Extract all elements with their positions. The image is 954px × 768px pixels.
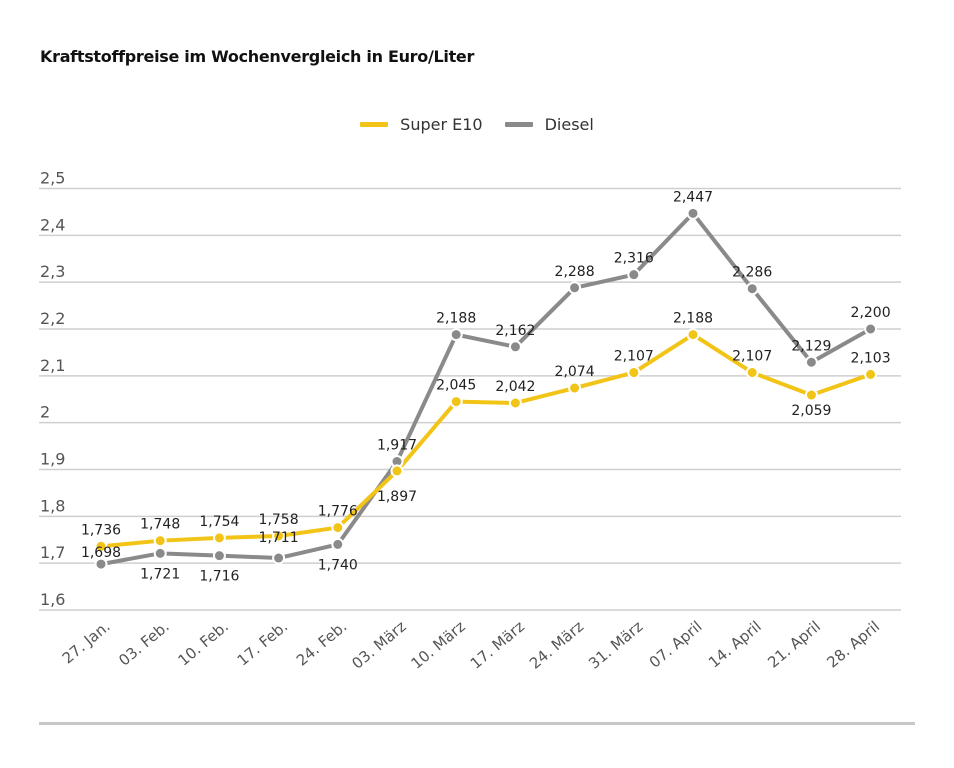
- x-tick-label: 10. März: [408, 617, 469, 673]
- x-tick-label: 24. Feb.: [293, 617, 350, 669]
- y-tick-label: 2,3: [40, 262, 65, 281]
- data-point-super-e10: [508, 396, 522, 410]
- data-label-super-e10: 2,107: [732, 349, 772, 365]
- data-label-super-e10: 2,103: [851, 350, 891, 366]
- legend: Super E10 Diesel: [0, 115, 954, 134]
- data-point-super-e10: [272, 529, 286, 543]
- x-tick-label: 03. Feb.: [115, 617, 172, 669]
- data-point-super-e10: [627, 366, 641, 380]
- y-tick-label: 1,9: [40, 450, 65, 469]
- series-line-super-e10: [99, 332, 873, 549]
- x-tick-label: 14. April: [705, 617, 765, 671]
- data-point-diesel: [508, 340, 522, 354]
- y-tick-label: 1,7: [40, 543, 65, 562]
- bottom-divider: [39, 722, 915, 725]
- legend-swatch-super-e10: [360, 122, 389, 127]
- data-point-diesel: [449, 328, 463, 342]
- data-label-diesel: 1,698: [81, 545, 121, 561]
- data-label-diesel: 2,286: [732, 265, 772, 281]
- y-tick-label: 1,6: [40, 590, 65, 609]
- x-tick-label: 17. Feb.: [234, 617, 291, 669]
- data-point-super-e10: [804, 388, 818, 402]
- legend-label-super-e10: Super E10: [400, 115, 483, 134]
- data-label-diesel: 1,917: [377, 438, 417, 454]
- data-point-super-e10: [864, 367, 878, 381]
- data-point-super-e10: [212, 531, 226, 545]
- x-tick-label: 31. März: [585, 617, 646, 673]
- y-tick-label: 2,1: [40, 356, 65, 375]
- data-label-super-e10: 1,754: [199, 514, 239, 530]
- x-tick-label: 28. April: [823, 617, 883, 671]
- legend-swatch-diesel: [504, 122, 533, 127]
- x-tick-label: 24. März: [526, 617, 587, 673]
- data-label-diesel: 2,188: [436, 311, 476, 327]
- y-tick-label: 1,8: [40, 496, 65, 515]
- data-point-diesel: [864, 322, 878, 336]
- data-point-diesel: [804, 355, 818, 369]
- data-label-super-e10: 1,748: [140, 517, 180, 533]
- data-point-super-e10: [568, 381, 582, 395]
- data-label-diesel: 1,721: [140, 566, 180, 582]
- data-point-super-e10: [94, 539, 108, 553]
- data-point-super-e10: [153, 534, 167, 548]
- data-point-diesel: [94, 557, 108, 571]
- data-label-diesel: 1,740: [318, 557, 358, 573]
- y-tick-label: 2,2: [40, 309, 65, 328]
- data-point-super-e10: [686, 328, 700, 342]
- x-tick-label: 21. April: [764, 617, 824, 671]
- data-point-diesel: [745, 282, 759, 296]
- legend-item-diesel: Diesel: [504, 115, 594, 134]
- data-point-super-e10: [390, 464, 404, 478]
- data-label-super-e10: 2,074: [555, 364, 595, 380]
- data-point-diesel: [153, 546, 167, 560]
- data-label-super-e10: 1,736: [81, 522, 121, 538]
- x-tick-label: 10. Feb.: [174, 617, 231, 669]
- data-label-super-e10: 1,897: [377, 489, 417, 505]
- data-label-diesel: 1,716: [199, 569, 239, 585]
- x-tick-label: 03. März: [348, 617, 409, 673]
- data-point-diesel: [627, 268, 641, 282]
- data-point-super-e10: [449, 395, 463, 409]
- data-label-super-e10: 2,188: [673, 311, 713, 327]
- series-line-diesel: [99, 211, 873, 567]
- data-point-super-e10: [331, 521, 345, 535]
- y-tick-label: 2,4: [40, 215, 65, 234]
- data-point-diesel: [272, 551, 286, 565]
- y-tick-label: 2: [40, 403, 50, 422]
- data-label-diesel: 2,162: [495, 323, 535, 339]
- data-label-super-e10: 1,758: [259, 512, 299, 528]
- data-label-super-e10: 1,776: [318, 504, 358, 520]
- data-label-diesel: 2,447: [673, 189, 713, 205]
- data-label-diesel: 2,288: [555, 264, 595, 280]
- data-point-diesel: [331, 537, 345, 551]
- legend-item-super-e10: Super E10: [360, 115, 483, 134]
- data-point-diesel: [686, 206, 700, 220]
- data-label-diesel: 1,711: [259, 530, 299, 546]
- data-point-diesel: [212, 549, 226, 563]
- data-point-super-e10: [745, 366, 759, 380]
- x-tick-label: 27. Jan.: [59, 617, 114, 667]
- x-tick-label: 17. März: [467, 617, 528, 673]
- data-label-super-e10: 2,042: [495, 379, 535, 395]
- data-label-super-e10: 2,059: [791, 403, 831, 419]
- data-label-super-e10: 2,107: [614, 349, 654, 365]
- y-tick-label: 2,5: [40, 169, 65, 188]
- data-label-diesel: 2,200: [851, 305, 891, 321]
- x-tick-label: 07. April: [646, 617, 706, 671]
- data-label-super-e10: 2,045: [436, 378, 476, 394]
- data-label-diesel: 2,316: [614, 251, 654, 267]
- legend-label-diesel: Diesel: [544, 115, 594, 134]
- data-point-diesel: [568, 281, 582, 295]
- data-label-diesel: 2,129: [791, 338, 831, 354]
- chart-title: Kraftstoffpreise im Wochenvergleich in E…: [40, 47, 475, 66]
